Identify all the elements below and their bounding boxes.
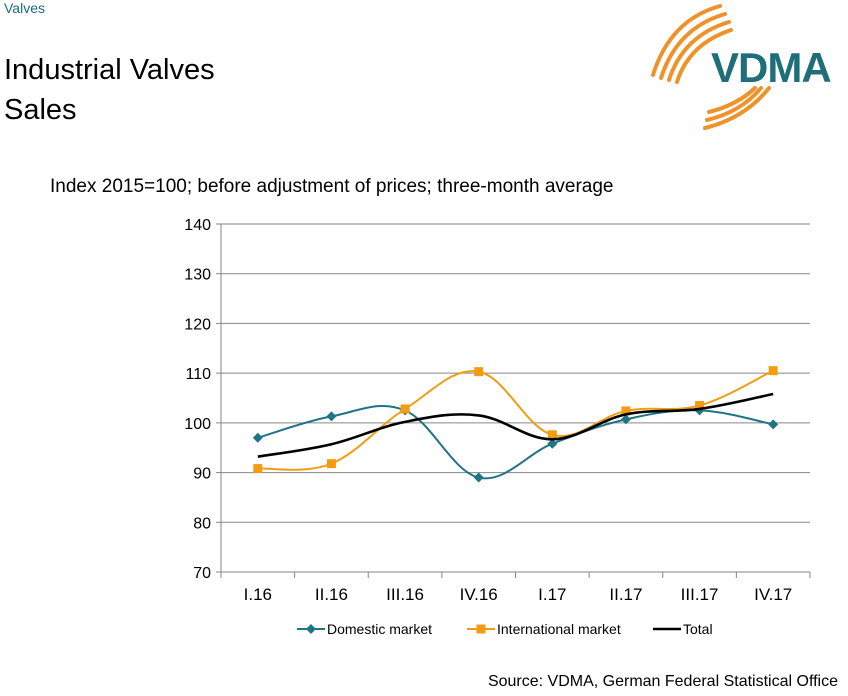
y-tick-label: 80 xyxy=(193,515,211,532)
data-point-international-market xyxy=(474,367,484,377)
data-point-domestic-market xyxy=(547,438,558,449)
data-point-international-market xyxy=(768,366,778,376)
chart-series xyxy=(252,366,779,483)
data-point-international-market xyxy=(400,404,410,414)
legend-label-international-market: International market xyxy=(497,621,621,637)
y-tick-label: 70 xyxy=(193,565,211,582)
logo-text: VDMA xyxy=(711,44,832,91)
y-tick-label: 100 xyxy=(184,416,211,433)
section-label: Valves xyxy=(4,0,45,16)
series-line-international-market xyxy=(257,369,774,471)
chart-axes: 70 80 90 100 110 120 130 140 I.16 II.16 III.16 IV.1… xyxy=(184,217,811,604)
y-tick-label: 120 xyxy=(184,316,211,333)
legend-label-domestic-market: Domestic market xyxy=(327,621,432,637)
title-line-1: Industrial Valves xyxy=(4,54,215,86)
x-tick-label: I.17 xyxy=(538,585,566,604)
y-tick-label: 110 xyxy=(185,366,211,383)
legend-label-total: Total xyxy=(683,621,713,637)
x-tick-label: IV.16 xyxy=(460,585,498,604)
x-tick-label: IV.17 xyxy=(754,585,792,604)
x-tick-label: I.16 xyxy=(244,585,272,604)
x-tick-label: II.17 xyxy=(609,585,642,604)
legend-marker-international-market xyxy=(476,624,486,634)
chart-legend: Domestic market International market Total xyxy=(297,621,713,637)
x-tick-label: III.17 xyxy=(681,585,719,604)
data-point-international-market xyxy=(326,459,336,469)
data-point-international-market xyxy=(695,400,705,410)
data-point-international-market xyxy=(621,406,631,416)
data-point-domestic-market xyxy=(768,419,779,430)
x-tick-label: II.16 xyxy=(315,585,348,604)
data-point-domestic-market xyxy=(252,432,263,443)
legend-marker-domestic-market xyxy=(306,624,316,634)
y-tick-label: 90 xyxy=(193,466,211,483)
data-point-domestic-market xyxy=(620,414,631,425)
data-point-international-market xyxy=(253,464,263,474)
chart-subtitle: Index 2015=100; before adjustment of pri… xyxy=(50,176,614,197)
series-line-total xyxy=(257,392,774,458)
data-point-domestic-market xyxy=(326,411,337,422)
vdma-logo: VDMA xyxy=(645,0,845,135)
title-line-2: Sales xyxy=(4,94,77,126)
data-point-international-market xyxy=(547,430,557,440)
x-tick-label: III.16 xyxy=(386,585,424,604)
chart-grid xyxy=(221,223,810,573)
y-tick-label: 140 xyxy=(184,217,211,234)
logo-arcs-icon xyxy=(651,4,771,130)
source-note: Source: VDMA, German Federal Statistical… xyxy=(487,673,838,690)
data-point-domestic-market xyxy=(473,472,484,483)
y-tick-label: 130 xyxy=(184,267,211,284)
page-title: Industrial Valves Sales xyxy=(4,50,215,130)
